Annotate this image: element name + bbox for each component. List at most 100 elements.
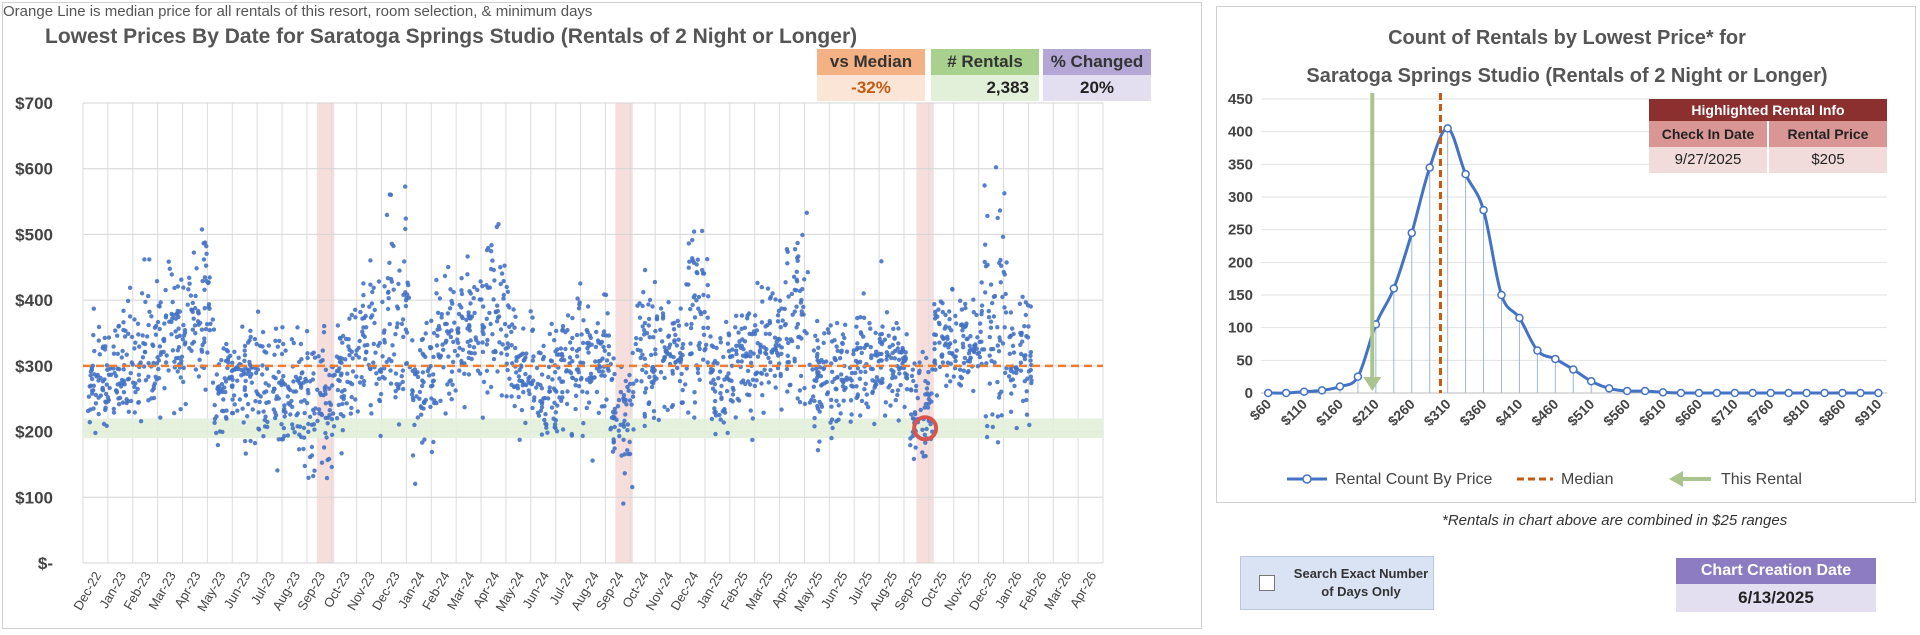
scatter-point (222, 385, 227, 390)
scatter-point (797, 399, 803, 405)
scatter-point (884, 310, 890, 315)
scatter-point (376, 279, 382, 284)
scatter-point (439, 312, 444, 317)
scatter-point (960, 341, 966, 346)
scatter-point (315, 418, 320, 424)
rental-count-point (1263, 388, 1273, 398)
rental-count-point (1874, 388, 1883, 398)
scatter-point (155, 319, 161, 325)
scatter-point (711, 344, 716, 349)
scatter-point (358, 309, 363, 315)
scatter-point (495, 369, 500, 374)
scatter-point (712, 406, 717, 411)
scatter-point (1000, 234, 1006, 239)
scatter-point (686, 410, 691, 415)
scatter-point (964, 321, 969, 326)
scatter-point (254, 341, 259, 347)
scatter-point (399, 374, 404, 379)
scatter-point (773, 385, 778, 390)
scatter-point (638, 336, 643, 342)
x-tick-label: $410 (1492, 396, 1525, 429)
rental-count-point (1443, 124, 1452, 133)
search-exact-days-control[interactable]: Search Exact Number of Days Only (1240, 556, 1434, 610)
scatter-point (633, 341, 638, 347)
scatter-point (863, 369, 868, 375)
scatter-point (504, 352, 510, 357)
scatter-point (742, 339, 748, 344)
scatter-point (132, 346, 137, 351)
scatter-point (934, 393, 940, 398)
scatter-point (93, 392, 99, 398)
scatter-point (305, 355, 310, 361)
scatter-point (245, 340, 251, 345)
scatter-point (206, 302, 212, 307)
scatter-point (680, 387, 685, 393)
scatter-point (330, 411, 336, 416)
scatter-point (266, 400, 271, 405)
search-exact-days-checkbox[interactable] (1259, 575, 1275, 591)
scatter-point (453, 388, 458, 393)
scatter-point (656, 417, 661, 423)
scatter-point (943, 324, 948, 329)
scatter-point (547, 385, 552, 390)
scatter-point (548, 358, 554, 363)
scatter-point (199, 347, 204, 352)
scatter-point (587, 333, 593, 338)
scatter-point (202, 306, 207, 311)
scatter-point (512, 403, 517, 409)
scatter-point (926, 393, 932, 398)
scatter-point (346, 337, 351, 342)
scatter-point (867, 321, 872, 326)
scatter-point (106, 335, 112, 340)
histogram-title-line2: Saratoga Springs Studio (Rentals of 2 Ni… (1306, 65, 1828, 87)
scatter-point (91, 306, 97, 311)
scatter-point (896, 357, 902, 362)
scatter-point (225, 358, 231, 363)
scatter-point (224, 408, 229, 413)
scatter-point (449, 328, 454, 333)
scatter-point (995, 379, 1000, 385)
scatter-point (912, 410, 918, 415)
scatter-point (805, 270, 810, 275)
scatter-point (368, 258, 373, 263)
scatter-point (523, 420, 528, 426)
scatter-point (925, 405, 931, 410)
scatter-point (424, 320, 429, 326)
scatter-point (604, 397, 609, 402)
scatter-point (97, 352, 103, 357)
scatter-point (240, 324, 245, 329)
scatter-point (504, 284, 509, 290)
rental-count-point (1479, 205, 1488, 215)
scatter-point (671, 327, 677, 332)
scatter-point (821, 340, 826, 346)
scatter-point (988, 325, 994, 330)
scatter-point (745, 316, 750, 321)
scatter-point (959, 307, 965, 312)
scatter-point (660, 311, 666, 316)
scatter-point (214, 372, 219, 377)
scatter-point (325, 421, 330, 426)
scatter-point (962, 355, 968, 361)
scatter-point (709, 416, 715, 422)
scatter-point (555, 403, 560, 408)
scatter-point (844, 349, 850, 354)
scatter-point (248, 334, 253, 340)
scatter-point (544, 422, 549, 427)
scatter-point (152, 381, 157, 386)
scatter-point (764, 372, 769, 377)
scatter-point (420, 351, 425, 356)
scatter-point (765, 286, 771, 291)
scatter-point (445, 311, 450, 316)
scatter-point (96, 338, 102, 343)
scatter-point (814, 354, 820, 359)
x-tick-label: $310 (1420, 396, 1453, 429)
scatter-point (712, 410, 717, 415)
scatter-point (420, 378, 425, 383)
scatter-point (120, 400, 126, 405)
scatter-point (361, 281, 366, 286)
scatter-point (217, 429, 223, 434)
scatter-point (327, 372, 332, 378)
scatter-point (839, 377, 844, 382)
scatter-point (460, 347, 466, 352)
scatter-point (193, 293, 198, 299)
